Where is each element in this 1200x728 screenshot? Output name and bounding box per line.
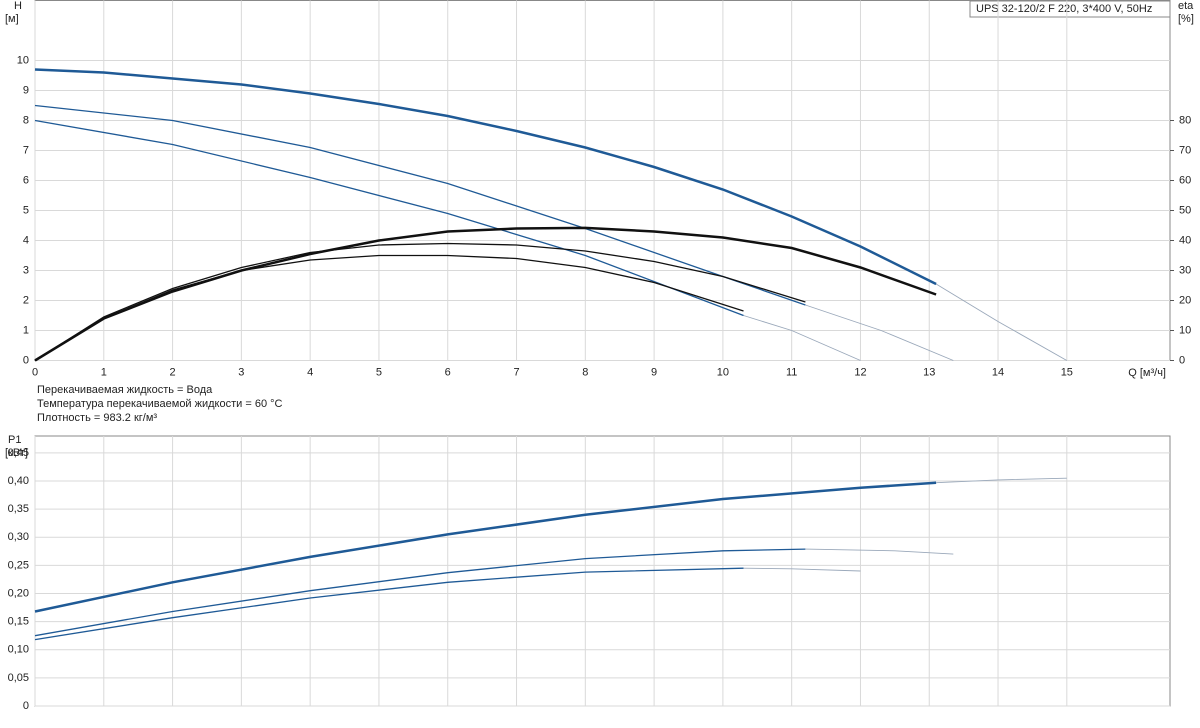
curve: [805, 304, 954, 361]
y-tick-label: 0,25: [8, 559, 29, 571]
curve: [743, 315, 861, 361]
y-tick-label: 9: [23, 84, 29, 96]
title-box: [969, 0, 1171, 18]
x-tick-label: 15: [1061, 366, 1073, 378]
y-tick-label: 1: [23, 324, 29, 336]
y-axis-label: H: [14, 0, 22, 12]
curve: [34, 68, 937, 286]
y-tick-label: 5: [23, 204, 29, 216]
x-tick-label: 5: [376, 366, 382, 378]
x-axis-label: Q [м³/ч]: [1128, 367, 1166, 379]
y-tick-label: 0,05: [8, 672, 29, 684]
x-tick-label: 2: [170, 366, 176, 378]
y-tick-label: 0,20: [8, 587, 29, 599]
x-tick-label: 12: [854, 366, 866, 378]
x-tick-label: 3: [238, 366, 244, 378]
y2-tick-label: 30: [1179, 264, 1191, 276]
curve: [34, 104, 806, 306]
y-tick-label: 8: [23, 114, 29, 126]
y-tick-label: 0: [23, 354, 29, 366]
y-tick-label: 0,40: [8, 475, 29, 487]
y2-tick-label: 20: [1179, 294, 1191, 306]
annotation: Температура перекачиваемой жидкости = 60…: [37, 398, 283, 410]
y-tick-label: 0,30: [8, 531, 29, 543]
x-tick-label: 0: [32, 366, 38, 378]
y-axis-unit: [кВт]: [5, 447, 28, 459]
curve: [34, 567, 744, 641]
y-tick-label: 0,10: [8, 644, 29, 656]
x-tick-label: 1: [101, 366, 107, 378]
annotation: Плотность = 983.2 кг/м³: [37, 412, 157, 424]
y-tick-label: 6: [23, 174, 29, 186]
y-tick-label: 4: [23, 234, 29, 246]
y-tick-label: 2: [23, 294, 29, 306]
x-tick-label: 14: [992, 366, 1004, 378]
x-tick-label: 9: [651, 366, 657, 378]
chart-title: UPS 32-120/2 F 220, 3*400 V, 50Hz: [976, 3, 1152, 15]
curve: [34, 548, 806, 637]
annotation: Перекачиваемая жидкость = Вода: [37, 384, 213, 396]
x-tick-label: 10: [717, 366, 729, 378]
curve: [34, 481, 937, 613]
curve: [34, 242, 806, 362]
x-tick-label: 7: [513, 366, 519, 378]
y-tick-label: 10: [17, 54, 29, 66]
y2-tick-label: 70: [1179, 144, 1191, 156]
x-tick-label: 6: [445, 366, 451, 378]
curve: [805, 548, 954, 555]
curve: [34, 226, 937, 362]
curve: [34, 254, 744, 362]
y2-tick-label: 40: [1179, 234, 1191, 246]
curve: [34, 119, 744, 317]
y2-tick-label: 80: [1179, 114, 1191, 126]
x-tick-label: 13: [923, 366, 935, 378]
y2-axis-unit: [%]: [1178, 13, 1194, 25]
y-axis-label: P1: [8, 434, 21, 446]
y2-tick-label: 0: [1179, 354, 1185, 366]
y2-tick-label: 10: [1179, 324, 1191, 336]
y-tick-label: 7: [23, 144, 29, 156]
curve: [743, 567, 861, 572]
y-tick-label: 0: [23, 700, 29, 712]
y-tick-label: 0,15: [8, 616, 29, 628]
y-tick-label: 0,45: [8, 447, 29, 459]
plot-frame: [34, 435, 1171, 707]
y2-tick-label: 50: [1179, 204, 1191, 216]
y-tick-label: 0,35: [8, 503, 29, 515]
y-axis-unit: [м]: [5, 13, 19, 25]
y2-axis-label: eta: [1178, 0, 1194, 12]
curve: [936, 477, 1067, 484]
y-tick-label: 3: [23, 264, 29, 276]
curve: [935, 283, 1068, 361]
x-tick-label: 4: [307, 366, 313, 378]
x-tick-label: 11: [786, 366, 797, 378]
y2-tick-label: 60: [1179, 174, 1191, 186]
x-tick-label: 8: [582, 366, 588, 378]
